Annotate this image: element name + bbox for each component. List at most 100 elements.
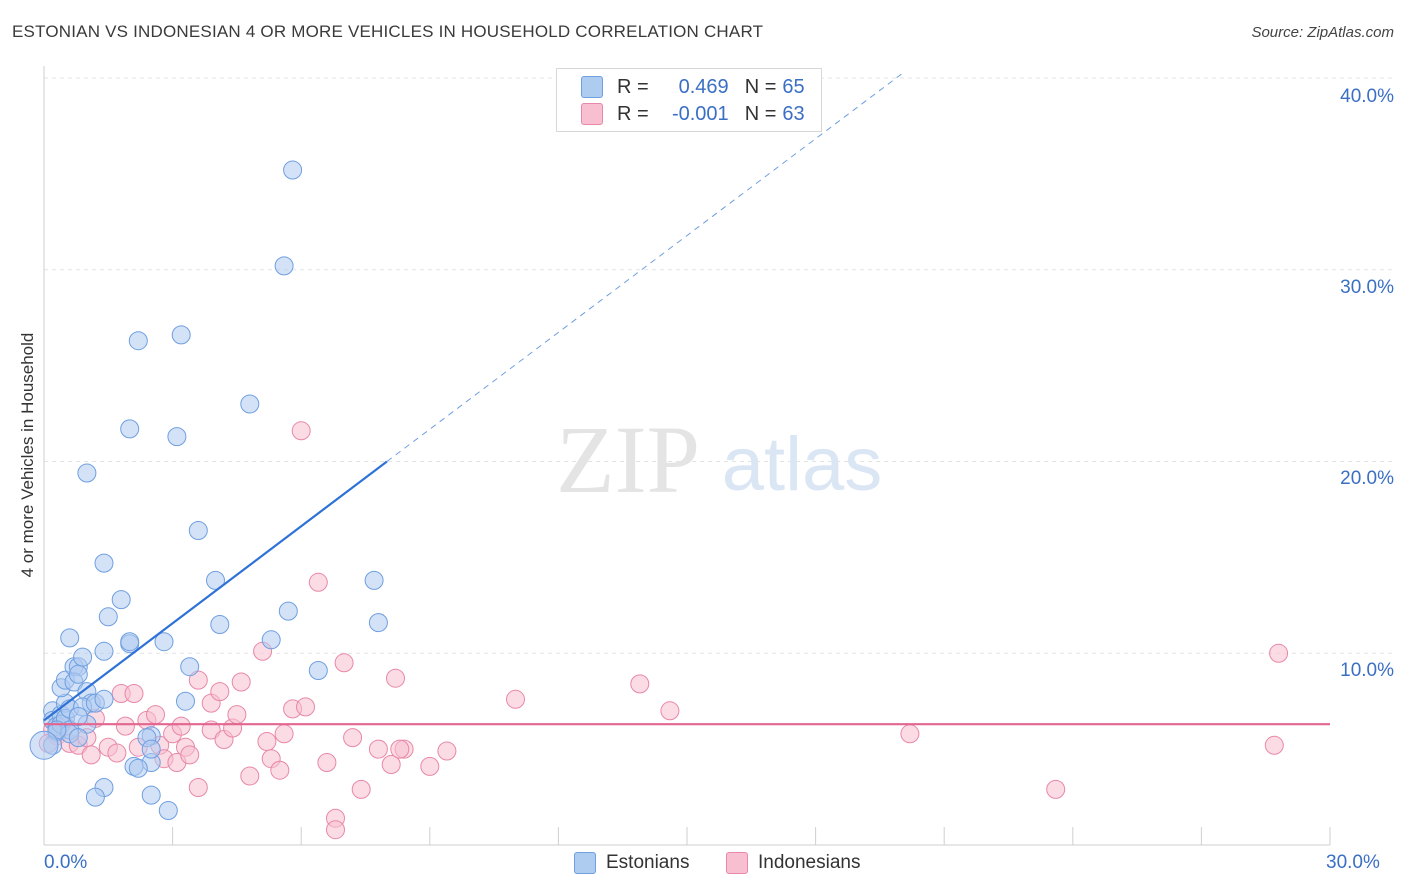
estonians-point [141,785,161,805]
estonians-point [77,463,97,483]
x-tick-min: 0.0% [44,852,88,873]
indonesians-point [630,674,650,694]
estonians-point [368,613,388,633]
legend-r-value: -0.001 [671,102,729,125]
legend-r-label: R = [617,102,649,125]
indonesians-point [381,755,401,774]
indonesians-point [900,724,920,744]
estonians-point [188,521,208,540]
estonians-point [60,628,80,648]
indonesians-point [506,689,525,709]
indonesians-point [188,778,208,797]
indonesians-point [660,701,680,721]
indonesians-point [308,572,328,592]
estonians-point [240,394,260,414]
estonians-point [278,601,298,621]
indonesians-point [437,741,457,761]
estonians-point [94,689,114,709]
y-tick-30: 30.0% [1340,277,1394,298]
indonesians-point [317,753,337,772]
indonesians-point [334,653,354,673]
indonesians-point [368,739,388,759]
watermark-atlas: atlas [722,422,883,507]
estonians-point [210,615,230,634]
indonesians-point [210,682,230,702]
indonesians-legend-swatch [726,852,748,874]
indonesians-point [420,756,440,776]
estonians-point [68,664,88,684]
indonesians-point [171,716,191,736]
indonesians-point [343,728,363,748]
indonesians-point [107,743,127,763]
estonians-trendline-extension [386,73,902,462]
indonesians-point [351,779,371,799]
y-tick-10: 10.0% [1340,660,1394,681]
watermark: ZIP atlas [556,406,882,513]
axes [43,66,1331,846]
indonesians-point [270,760,290,780]
indonesians-point [1046,779,1066,799]
indonesians-point [146,705,165,725]
estonians-trendline [43,460,388,722]
estonians-point [167,427,187,447]
indonesians-point [180,745,200,765]
indonesians-point [386,668,405,688]
indonesians-point [124,684,144,703]
legend-row-estonians: R = 0.469 N = 65 [581,74,805,100]
estonians-point [85,787,105,807]
estonians-point [68,728,88,748]
legend-n-label: N = [744,75,777,98]
y-tick-40: 40.0% [1340,86,1394,107]
estonians-point [283,160,303,180]
indonesians-point [115,716,135,736]
x-tick-max: 30.0% [1326,852,1380,873]
estonians-point [120,419,140,439]
estonians-point [141,739,161,759]
indonesians-point [240,766,260,786]
indonesians-swatch [581,103,603,125]
estonians-point [274,256,294,276]
estonians-legend-label: Estonians [606,852,690,873]
indonesians-point [227,705,247,725]
indonesians-legend-label: Indonesians [758,852,861,873]
legend-item-estonians[interactable]: Estonians [574,852,689,874]
indonesians-point [390,739,410,759]
source-label: Source: ZipAtlas.com [1251,24,1394,41]
chart-title: ESTONIAN VS INDONESIAN 4 OR MORE VEHICLE… [12,22,764,41]
legend-r-label: R = [617,75,649,98]
estonians-legend-swatch [574,852,596,874]
estonians-point [73,647,93,667]
indonesians-point [1269,643,1289,663]
estonians-swatch [581,76,603,98]
indonesians-point [326,820,345,840]
estonians-point [111,590,131,610]
legend-r-value: 0.469 [678,75,729,98]
estonians-point [158,801,178,820]
estonians-point [154,632,174,652]
estonians-point [308,661,328,680]
estonians-point [128,758,148,778]
watermark-zip: ZIP [556,406,700,513]
estonians-point [261,630,281,650]
trendlines [43,73,1330,726]
estonians-point [171,325,191,345]
legend-row-indonesians: R = -0.001 N = 63 [581,101,805,127]
estonians-point [364,570,384,590]
estonians-point [94,553,114,573]
indonesians-point [296,697,315,717]
estonians-point [180,657,200,677]
indonesians-point [257,732,277,751]
indonesians-point [274,724,294,744]
indonesians-point [188,670,208,690]
y-tick-20: 20.0% [1340,468,1394,489]
indonesians-point [81,745,101,765]
estonians-point [128,331,148,351]
legend-n-value: 63 [782,102,805,125]
legend-item-indonesians[interactable]: Indonesians [726,852,860,874]
indonesians-point [1264,735,1284,755]
estonians-point [94,641,114,661]
estonians-point [120,632,140,652]
estonians-point [206,570,225,590]
correlation-legend: R = 0.469 N = 65 R = -0.001 N = 63 [556,68,822,132]
